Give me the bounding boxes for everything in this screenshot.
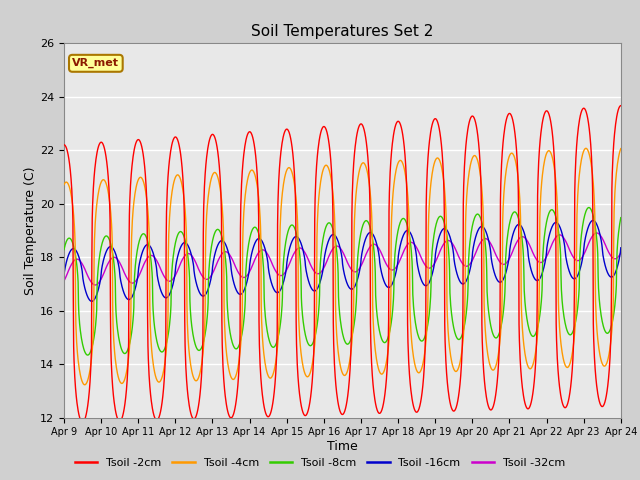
Title: Soil Temperatures Set 2: Soil Temperatures Set 2 [252,24,433,39]
Legend: Tsoil -2cm, Tsoil -4cm, Tsoil -8cm, Tsoil -16cm, Tsoil -32cm: Tsoil -2cm, Tsoil -4cm, Tsoil -8cm, Tsoi… [70,453,570,472]
Y-axis label: Soil Temperature (C): Soil Temperature (C) [24,166,37,295]
Text: VR_met: VR_met [72,58,119,69]
X-axis label: Time: Time [327,440,358,453]
